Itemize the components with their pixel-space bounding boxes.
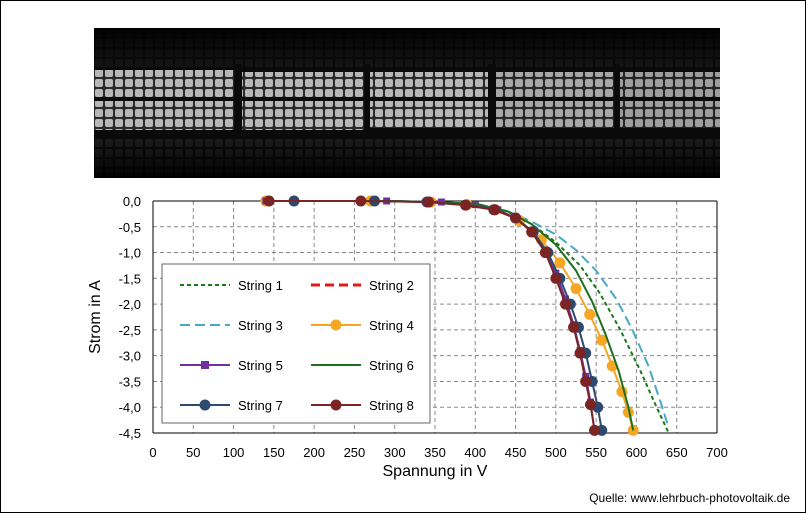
data-point — [201, 361, 209, 369]
legend-item: String 8 — [311, 398, 414, 413]
x-tick-label: 650 — [666, 445, 688, 460]
legend-label: String 2 — [369, 278, 414, 293]
x-tick-label: 200 — [303, 445, 325, 460]
legend-item: String 2 — [311, 278, 414, 293]
y-tick-label: -2,5 — [119, 323, 141, 338]
legend-label: String 8 — [369, 398, 414, 413]
data-point — [550, 272, 562, 284]
data-point — [460, 199, 472, 211]
legend-item: String 5 — [180, 358, 283, 373]
data-point — [622, 406, 634, 418]
data-point — [330, 319, 342, 331]
electroluminescence-module-image — [94, 28, 720, 178]
x-tick-label: 400 — [464, 445, 486, 460]
legend-box — [161, 263, 431, 424]
legend-item: String 7 — [180, 398, 283, 413]
y-tick-label: -3,0 — [119, 349, 141, 364]
data-point — [423, 196, 435, 208]
y-tick-label: -4,5 — [119, 426, 141, 441]
data-point — [580, 375, 592, 387]
x-tick-label: 300 — [384, 445, 406, 460]
data-point — [489, 204, 501, 216]
legend-label: String 6 — [369, 358, 414, 373]
y-tick-label: -1,0 — [119, 246, 141, 261]
data-point — [539, 247, 551, 259]
legend-label: String 7 — [238, 398, 283, 413]
data-point — [568, 321, 580, 333]
legend-label: String 4 — [369, 318, 414, 333]
data-point — [627, 424, 639, 436]
data-point — [330, 399, 342, 411]
x-tick-label: 50 — [186, 445, 200, 460]
series-line — [265, 200, 670, 429]
data-point — [589, 424, 601, 436]
y-tick-label: -0,5 — [119, 220, 141, 235]
y-tick-label: -2,0 — [119, 297, 141, 312]
x-tick-label: 100 — [223, 445, 245, 460]
x-tick-label: 500 — [545, 445, 567, 460]
data-point — [585, 399, 597, 411]
legend-label: String 1 — [238, 278, 283, 293]
series-3 — [265, 200, 670, 429]
data-point — [596, 334, 608, 346]
y-tick-label: -4,0 — [119, 400, 141, 415]
data-point — [570, 283, 582, 295]
x-tick-label: 350 — [424, 445, 446, 460]
data-point — [574, 347, 586, 359]
y-tick-label: 0,0 — [123, 194, 141, 209]
x-tick-label: 600 — [626, 445, 648, 460]
data-point — [263, 195, 275, 207]
legend-item: String 4 — [311, 318, 414, 333]
x-tick-label: 250 — [344, 445, 366, 460]
x-axis-label: Spannung in V — [383, 463, 488, 480]
data-point — [554, 257, 566, 269]
x-tick-label: 0 — [149, 445, 156, 460]
series-8 — [263, 195, 601, 436]
y-tick-label: -1,5 — [119, 271, 141, 286]
data-point — [526, 226, 538, 238]
legend-item: String 6 — [311, 358, 414, 373]
y-axis-label: Strom in A — [87, 280, 104, 354]
x-tick-label: 700 — [706, 445, 728, 460]
x-tick-label: 550 — [585, 445, 607, 460]
data-point — [560, 298, 572, 310]
chart-axes — [152, 200, 718, 434]
data-point — [584, 308, 596, 320]
legend-label: String 3 — [238, 318, 283, 333]
legend-item: String 1 — [180, 278, 283, 293]
x-tick-label: 450 — [505, 445, 527, 460]
data-point — [355, 195, 367, 207]
data-point — [510, 212, 522, 224]
chart-series — [260, 195, 670, 436]
x-tick-label: 150 — [263, 445, 285, 460]
source-credit: Quelle: www.lehrbuch-photovoltaik.de — [589, 491, 790, 505]
legend-item: String 3 — [180, 318, 283, 333]
chart-ticks: 0 50 100 150 200 250 300 350 400 450 500 550 600 650 7… — [119, 194, 728, 460]
legend-label: String 5 — [238, 358, 283, 373]
chart-legend: String 1 String 2 String 3 String 4 String 5… — [161, 263, 431, 424]
y-tick-label: -3,5 — [119, 374, 141, 389]
data-point — [199, 399, 211, 411]
